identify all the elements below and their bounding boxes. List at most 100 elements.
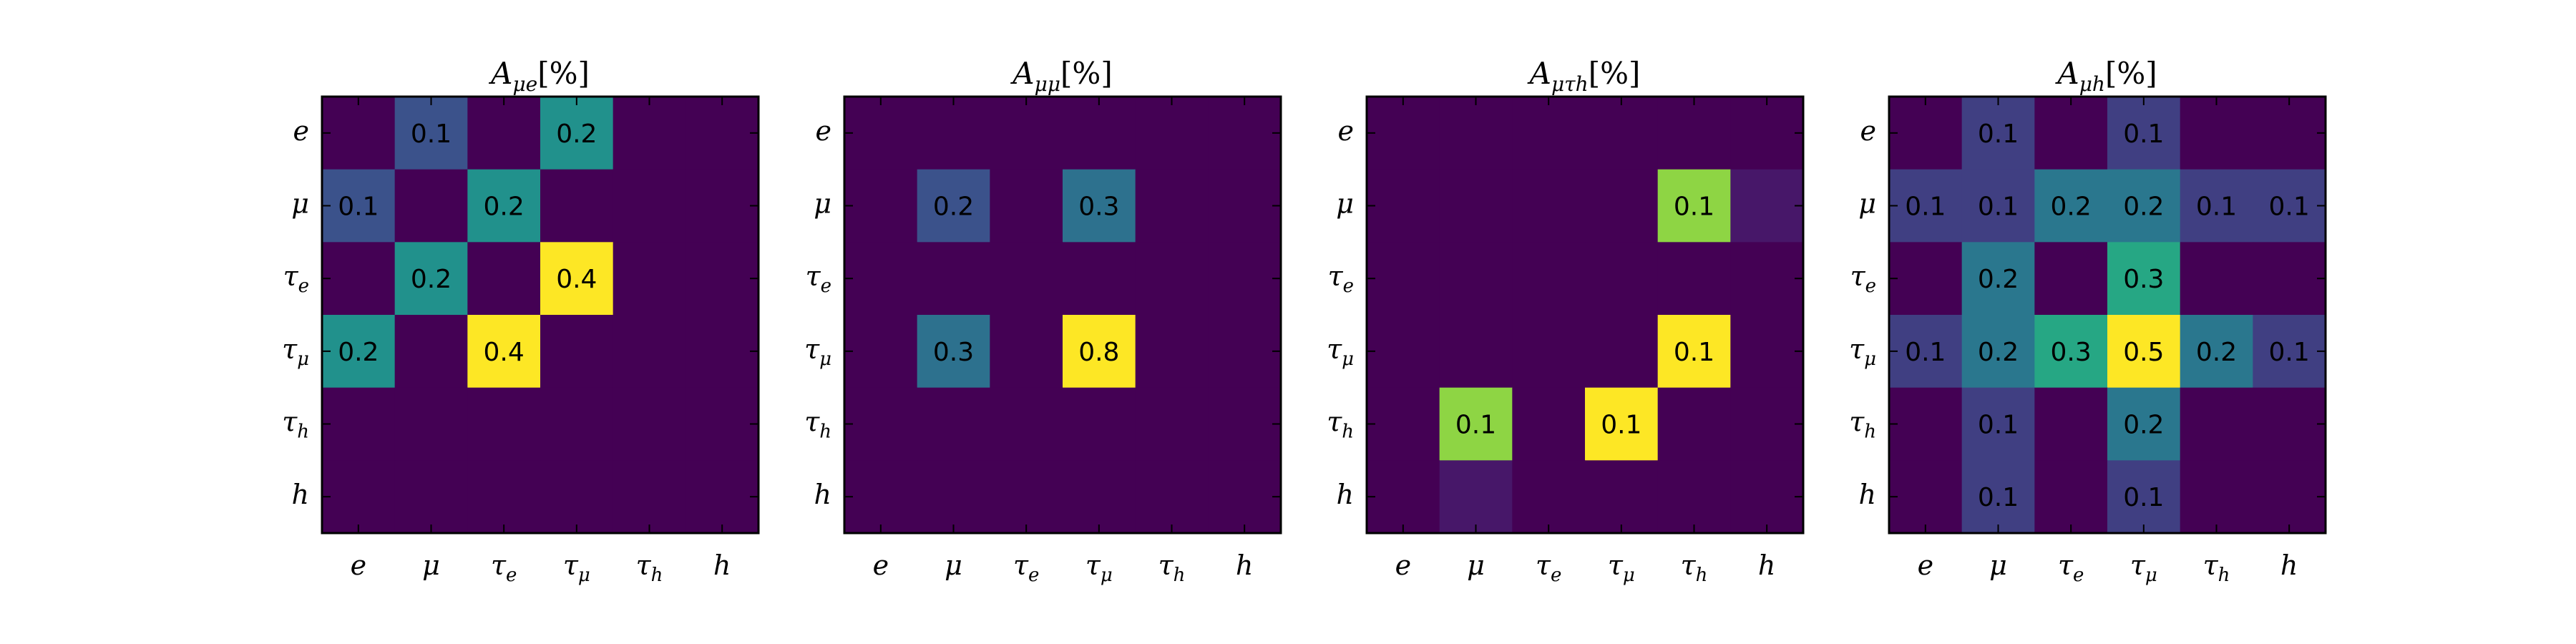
heatmap-cell	[2253, 97, 2326, 170]
heatmap-cell	[1439, 242, 1513, 316]
heatmap-cell	[686, 242, 759, 316]
heatmap-cell	[613, 242, 686, 316]
heatmap-cell	[613, 169, 686, 243]
heatmap-cell	[686, 387, 759, 461]
y-tick-label: h	[1337, 479, 1354, 510]
heatmap-cell	[1367, 315, 1440, 389]
x-tick-label: μ	[1467, 550, 1485, 581]
heatmap-cell	[917, 242, 990, 316]
heatmap-cell	[917, 315, 990, 389]
heatmap-cell	[1585, 460, 1659, 534]
heatmap-cell	[1063, 169, 1136, 243]
cell-value-label: 0.8	[1078, 338, 1119, 367]
cell-value-label: 0.3	[1078, 192, 1119, 222]
y-tick-label: τμ	[1327, 333, 1354, 370]
x-tick-label: τh	[1681, 550, 1708, 586]
heatmap-cell	[467, 387, 541, 461]
heatmap-cell	[322, 97, 396, 170]
panel-title: Aμe[%]	[488, 56, 590, 96]
panel-title: Aμμ[%]	[1010, 56, 1112, 96]
heatmap-cell	[2253, 169, 2326, 243]
heatmap-cell	[917, 97, 990, 170]
cell-value-label: 0.5	[2123, 338, 2164, 367]
x-tick-label: τh	[2203, 550, 2230, 586]
heatmap-cell	[2034, 460, 2108, 534]
heatmap-panel-4: 0.1 0.1 0.1 0.1 0.2 0.2 0.1 0.1 0.2 0.3 0.1 0.2 0.3 0…	[1849, 56, 2327, 586]
x-tick-label: τμ	[563, 550, 590, 586]
heatmap-cell	[1208, 169, 1282, 243]
y-tick-label: τμ	[282, 333, 309, 370]
cell-value-label: 0.2	[556, 119, 597, 149]
heatmap-cell	[1585, 242, 1659, 316]
heatmap-cell	[2253, 387, 2326, 461]
heatmap-cell	[1063, 242, 1136, 316]
x-tick-label: h	[713, 550, 731, 581]
cell-value-label: 0.1	[2196, 192, 2237, 222]
heatmap-cell	[1961, 242, 2035, 316]
heatmap-cell	[1512, 169, 1586, 243]
y-tick-label: τh	[804, 406, 831, 443]
heatmap-cell	[540, 387, 614, 461]
heatmap-cell	[686, 315, 759, 389]
cell-value-label: 0.2	[2123, 192, 2164, 222]
cell-value-label: 0.3	[2051, 338, 2092, 367]
cell-value-label: 0.4	[556, 265, 597, 294]
heatmap-cell	[917, 387, 990, 461]
heatmap-cell	[394, 242, 468, 316]
heatmap-cell	[540, 169, 614, 243]
cell-value-label: 0.1	[2123, 119, 2164, 149]
heatmap-cell	[1889, 169, 1963, 243]
heatmap-cell	[1512, 387, 1586, 461]
heatmap-cell	[394, 460, 468, 534]
heatmap-cell	[1512, 315, 1586, 389]
x-tick-label: τh	[1158, 550, 1186, 586]
cell-value-label: 0.1	[2269, 192, 2310, 222]
heatmap-cell	[2107, 460, 2181, 534]
heatmap-cell	[2107, 169, 2181, 243]
heatmap-cell	[2253, 460, 2326, 534]
heatmap-cell	[540, 460, 614, 534]
heatmap-cell	[1135, 242, 1209, 316]
heatmap-cell	[2034, 242, 2108, 316]
heatmap-cell	[1961, 97, 2035, 170]
heatmap-cell	[990, 242, 1063, 316]
cell-value-label: 0.2	[1978, 265, 2019, 294]
cell-value-label: 0.1	[1455, 411, 1496, 440]
x-tick-label: τμ	[2130, 550, 2157, 586]
cell-value-label: 0.2	[411, 265, 452, 294]
x-tick-label: μ	[945, 550, 962, 581]
heatmap-cell	[2253, 315, 2326, 389]
cell-value-label: 0.1	[1674, 338, 1714, 367]
cell-value-label: 0.1	[1905, 338, 1946, 367]
y-tick-label: e	[1860, 115, 1877, 147]
plot-frame	[1888, 95, 2327, 535]
heatmap-cell	[322, 460, 396, 534]
x-tick-label: τe	[1013, 550, 1039, 586]
heatmap-cell	[1657, 460, 1731, 534]
heatmap-cell	[1367, 97, 1440, 170]
heatmap-cell	[1135, 387, 1209, 461]
heatmap-cell	[2180, 387, 2253, 461]
heatmap-cell	[1135, 315, 1209, 389]
heatmap-cell	[2180, 169, 2253, 243]
y-tick-label: e	[1338, 115, 1355, 147]
heatmap-cell	[1208, 460, 1282, 534]
heatmap-cell	[322, 242, 396, 316]
cell-value-label: 0.1	[411, 119, 452, 149]
heatmap-cell	[1063, 387, 1136, 461]
cell-value-label: 0.4	[484, 338, 525, 367]
x-tick-label: τe	[1536, 550, 1561, 586]
heatmap-cell	[1730, 460, 1804, 534]
heatmap-cell	[1208, 315, 1282, 389]
x-tick-label: e	[873, 550, 889, 581]
heatmap-cell	[2107, 242, 2181, 316]
heatmap-cell	[613, 387, 686, 461]
y-tick-label: h	[292, 479, 309, 510]
x-tick-label: τe	[2058, 550, 2084, 586]
heatmap-cell	[467, 242, 541, 316]
y-tick-label: μ	[1336, 188, 1354, 220]
x-tick-label: τμ	[1608, 550, 1635, 586]
x-tick-label: e	[351, 550, 367, 581]
heatmap-cell	[1889, 460, 1963, 534]
